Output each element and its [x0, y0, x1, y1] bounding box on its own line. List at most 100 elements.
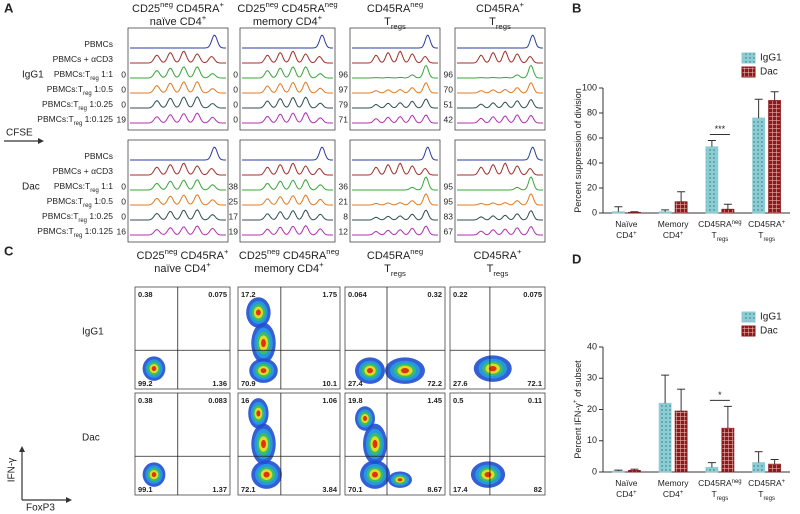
quadrant-value: 1.36: [212, 379, 227, 388]
text-segment: CD25: [237, 3, 265, 15]
error-bar: [770, 91, 779, 101]
histogram-trace: [457, 210, 543, 221]
percent-label: 0: [121, 69, 126, 79]
histogram-trace: [130, 146, 226, 161]
histogram-trace: [457, 114, 543, 124]
text-segment: CD25: [239, 250, 267, 262]
y-tick-label: 0: [592, 466, 597, 476]
histogram-trace: [130, 81, 226, 94]
text-segment: PBMCs:T: [42, 99, 78, 109]
quadrant-value: 27.4: [348, 379, 363, 388]
plot-frame: [349, 139, 441, 243]
text-segment: T: [384, 263, 391, 275]
histogram-trace: [457, 162, 543, 176]
density-contour: [151, 366, 157, 372]
text-segment: reg: [74, 121, 83, 127]
text-segment: CD45RA: [280, 250, 327, 262]
histogram-trace: [130, 225, 226, 236]
y-axis-label: Percent suppression of division: [573, 88, 583, 213]
density-contour: [261, 339, 266, 348]
histogram-trace: [242, 209, 333, 221]
sample-label: PBMCs:Treg 1:1: [54, 69, 113, 81]
text-segment: T: [758, 489, 763, 499]
arrow-head: [66, 497, 72, 503]
histogram-trace: [457, 146, 543, 161]
text-segment: 1:1: [99, 181, 113, 191]
histogram-trace: [352, 209, 438, 221]
text-segment: CD4: [663, 230, 680, 240]
text-segment: regs: [496, 22, 511, 31]
error-bar: [661, 209, 670, 212]
text-segment: CD25: [137, 250, 165, 262]
histogram-trace: [352, 34, 438, 49]
percent-label: 0: [121, 84, 126, 94]
panel-label: B: [572, 0, 581, 15]
histogram-trace: [242, 224, 333, 236]
text-segment: CD45RA: [698, 219, 732, 229]
sample-label: PBMCs:Treg 1:0.125: [37, 226, 113, 238]
text-segment: 1:1: [99, 69, 113, 79]
error-bar: [754, 98, 763, 118]
quadrant-value: 0.11: [528, 396, 542, 405]
density-contour: [255, 309, 261, 316]
text-segment: Naïve: [615, 219, 637, 229]
quadrant-value: 0.32: [427, 290, 442, 299]
text-segment: reg: [90, 76, 99, 82]
x-tick-label: Tregs: [758, 489, 775, 501]
sample-label: PBMCs:Treg 1:1: [54, 181, 113, 193]
histogram-trace: [242, 162, 333, 176]
histogram-trace: [352, 98, 438, 109]
quadrant-value: 19.8: [348, 396, 363, 405]
percent-label: 19: [229, 226, 239, 236]
percent-label: 96: [339, 69, 349, 79]
bar: [627, 470, 641, 473]
text-segment: T: [489, 16, 496, 28]
quadrant-value: 17.4: [453, 485, 468, 494]
text-segment: T: [711, 489, 716, 499]
y-axis-label: IFN-γ: [7, 458, 18, 482]
text-segment: CD45RA: [474, 250, 518, 262]
percent-label: 0: [121, 99, 126, 109]
x-tick-label: CD45RA+: [748, 478, 786, 488]
text-segment: T: [487, 263, 494, 275]
percent-label: 0: [233, 69, 238, 79]
bar: [705, 146, 719, 214]
text-segment: Percent IFN-γ: [573, 403, 583, 459]
histogram-trace: [130, 50, 226, 64]
quadrant-value: 70.9: [241, 379, 256, 388]
error-bar: [707, 462, 716, 468]
percent-label: 96: [444, 69, 454, 79]
bar: [674, 410, 688, 473]
text-segment: reg: [78, 106, 87, 112]
histogram-trace: [130, 112, 226, 124]
quadrant-value: 1.37: [212, 485, 227, 494]
histogram-trace: [457, 50, 543, 64]
quadrant-value: 0.5: [453, 396, 463, 405]
quadrant-value: 16: [241, 396, 249, 405]
error-bar: [661, 374, 670, 404]
significance-label: *: [718, 390, 722, 400]
percent-label: 12: [339, 226, 349, 236]
plot-frame: [239, 139, 336, 243]
quadrant-value: 0.075: [523, 290, 542, 299]
histogram-trace: [352, 114, 438, 124]
histogram-trace: [352, 225, 438, 236]
text-segment: 1:0.125: [82, 114, 113, 124]
error-bar: [630, 211, 639, 213]
text-segment: neg: [410, 0, 423, 9]
bar: [611, 470, 625, 473]
text-segment: +: [202, 13, 207, 22]
plot-frame: [349, 27, 441, 131]
row-label: IgG1: [82, 327, 104, 338]
percent-label: 0: [121, 196, 126, 206]
text-segment: PBMCs: [84, 39, 113, 49]
histogram-trace: [130, 194, 226, 206]
text-segment: neg: [732, 479, 742, 485]
column-header: CD45RAneg: [367, 0, 423, 15]
text-segment: PBMCs + αCD3: [53, 54, 114, 64]
percent-label: 36: [339, 181, 349, 191]
text-segment: +: [219, 0, 224, 9]
text-segment: +: [680, 490, 684, 496]
column-header: memory CD4+: [254, 260, 324, 275]
